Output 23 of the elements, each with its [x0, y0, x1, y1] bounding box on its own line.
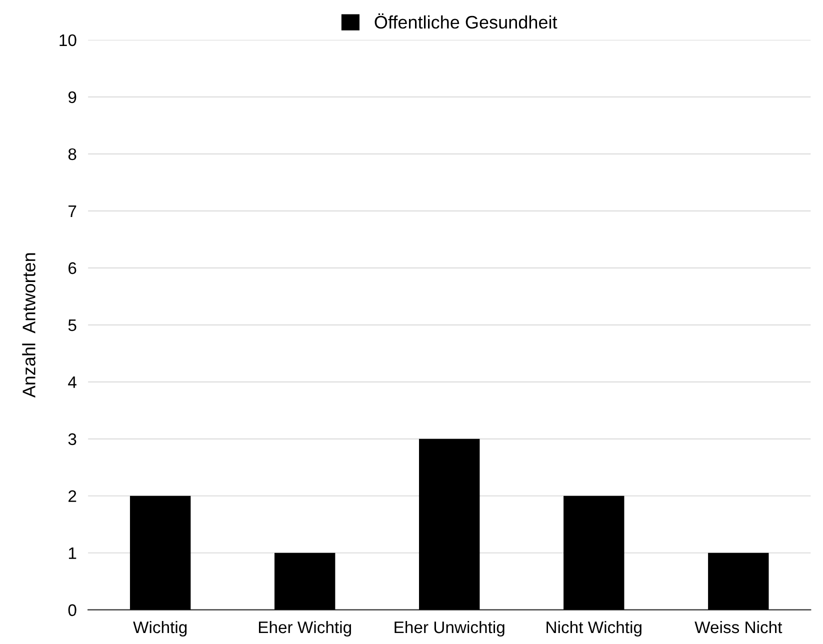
- x-tick-label: Eher Unwichtig: [394, 620, 504, 637]
- x-tick-label: Weiss Nicht: [694, 620, 782, 634]
- y-tick-label: 8: [68, 148, 76, 160]
- bar: [274, 552, 336, 610]
- bar: [564, 496, 624, 610]
- y-tick-label: 4: [68, 376, 76, 388]
- bar: [419, 438, 480, 610]
- y-tick-label: 9: [68, 91, 76, 104]
- y-tick-label: 3: [68, 433, 76, 446]
- x-tick-label: Nicht Wichtig: [546, 620, 642, 637]
- bar: [130, 496, 191, 610]
- y-tick-label: 7: [68, 205, 76, 217]
- y-tick-label: 5: [68, 319, 76, 332]
- y-tick-label: 6: [68, 262, 76, 274]
- y-tick-label: 2: [68, 490, 76, 502]
- y-tick-label: 10: [60, 34, 76, 46]
- y-tick-label: 1: [68, 547, 76, 559]
- y-tick-label: 0: [68, 604, 76, 616]
- y-axis-title: Anzahl Antworten: [22, 253, 36, 398]
- x-tick-label: Wichtig: [133, 620, 187, 637]
- legend-label: Öffentliche Gesundheit: [374, 13, 558, 29]
- bar: [708, 552, 769, 610]
- x-tick-label: Eher Wichtig: [258, 620, 352, 637]
